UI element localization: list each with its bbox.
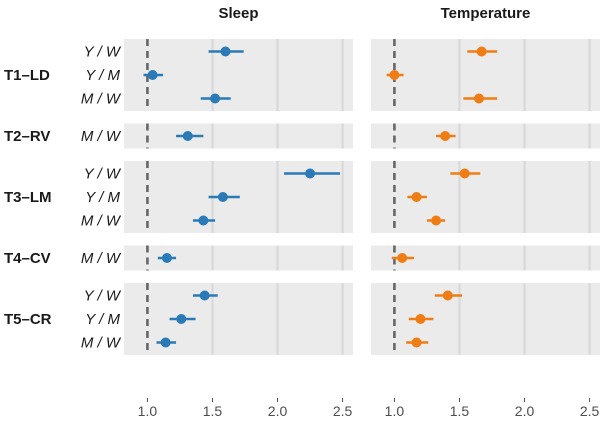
estimate-point-t4-cv-m-w-sleep (161, 253, 172, 263)
panel-background-t2-rv-temperature (371, 123, 600, 149)
row-label-m-w: M / W (81, 250, 122, 267)
row-label-y-m: Y / M (85, 311, 120, 328)
x-tick-label: 1.5 (450, 403, 470, 419)
estimate-point-t5-cr-y-m-sleep (176, 314, 187, 324)
row-label-m-w: M / W (81, 128, 122, 145)
group-label-t2-rv: T2–RV (4, 128, 50, 145)
estimate-point-t5-cr-y-m-temperature (415, 314, 426, 324)
x-tick-label: 1.0 (385, 403, 405, 419)
row-label-y-w: Y / W (84, 44, 122, 61)
estimate-point-t3-lm-y-m-sleep (217, 192, 228, 202)
estimate-point-t2-rv-m-w-sleep (182, 131, 193, 141)
panel-background-t2-rv-sleep (124, 123, 353, 149)
row-label-y-m: Y / M (85, 189, 120, 206)
row-label-m-w: M / W (81, 335, 122, 352)
x-tick-label: 1.5 (203, 403, 223, 419)
estimate-point-t5-cr-m-w-sleep (160, 337, 171, 348)
x-tick-label: 1.0 (138, 403, 158, 419)
panel-background-t5-cr-temperature (371, 283, 600, 355)
row-label-m-w: M / W (81, 213, 122, 230)
panel-title-sleep: Sleep (218, 5, 258, 22)
x-tick-label: 2.0 (268, 403, 288, 419)
estimate-point-t3-lm-y-w-temperature (459, 168, 470, 179)
estimate-point-t5-cr-y-w-temperature (442, 290, 453, 301)
estimate-point-t1-ld-y-m-sleep (147, 70, 158, 80)
panel-title-temperature: Temperature (441, 5, 531, 22)
x-tick-label: 2.0 (515, 403, 535, 419)
group-label-t5-cr: T5–CR (4, 311, 52, 328)
estimate-point-t1-ld-y-w-temperature (476, 46, 487, 57)
estimate-point-t5-cr-y-w-sleep (199, 290, 210, 301)
estimate-point-t1-ld-y-m-temperature (389, 70, 400, 80)
x-tick-label: 2.5 (333, 403, 353, 419)
group-label-t3-lm: T3–LM (4, 189, 52, 206)
estimate-point-t3-lm-y-m-temperature (411, 192, 422, 202)
group-label-t4-cv: T4–CV (4, 250, 51, 267)
estimate-point-t1-ld-y-w-sleep (220, 46, 231, 57)
estimate-point-t3-lm-m-w-sleep (198, 215, 209, 226)
estimate-point-t3-lm-y-w-sleep (305, 168, 316, 179)
estimate-point-t2-rv-m-w-temperature (440, 131, 451, 141)
row-label-m-w: M / W (81, 91, 122, 108)
row-label-y-w: Y / W (84, 288, 122, 305)
estimate-point-t4-cv-m-w-temperature (397, 253, 408, 263)
estimate-point-t5-cr-m-w-temperature (411, 337, 422, 348)
estimate-point-t1-ld-m-w-temperature (473, 93, 484, 104)
row-label-y-m: Y / M (85, 67, 120, 84)
group-label-t1-ld: T1–LD (4, 67, 50, 84)
panel-background-t3-lm-temperature (371, 161, 600, 233)
x-tick-label: 2.5 (580, 403, 600, 419)
estimate-point-t3-lm-m-w-temperature (431, 215, 442, 226)
panel-background-t5-cr-sleep (124, 283, 353, 355)
estimate-point-t1-ld-m-w-sleep (210, 93, 221, 104)
row-label-y-w: Y / W (84, 166, 122, 183)
